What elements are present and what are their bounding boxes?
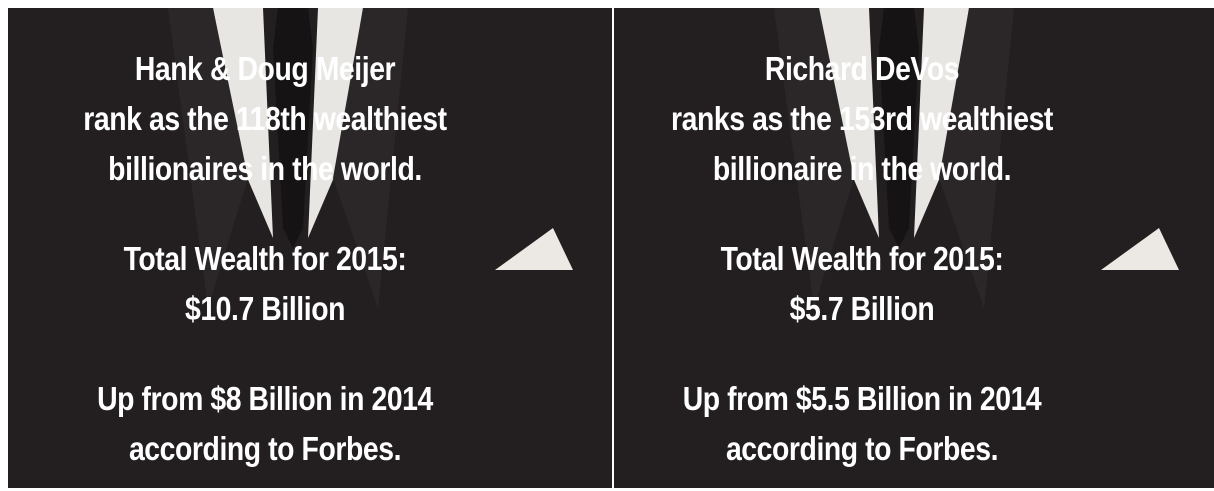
heading-line: rank as the 118th wealthiest (41, 94, 488, 144)
wealth-line: $5.7 Billion (638, 284, 1085, 334)
change-line: according to Forbes. (41, 424, 488, 474)
wealth-line: Total Wealth for 2015: (41, 234, 488, 284)
change-line: Up from $8 Billion in 2014 (41, 374, 488, 424)
wealth-line: $10.7 Billion (41, 284, 488, 334)
wealth-line: Total Wealth for 2015: (638, 234, 1085, 284)
heading-line: Richard DeVos (638, 44, 1085, 94)
page: Hank & Doug Meijerrank as the 118th weal… (0, 0, 1214, 491)
heading-line: Hank & Doug Meijer (41, 44, 488, 94)
change-line: according to Forbes. (638, 424, 1085, 474)
heading-line: billionaires in the world. (41, 144, 488, 194)
heading-line: ranks as the 153rd wealthiest (638, 94, 1085, 144)
heading-line: billionaire in the world. (638, 144, 1085, 194)
change-line: Up from $5.5 Billion in 2014 (638, 374, 1085, 424)
